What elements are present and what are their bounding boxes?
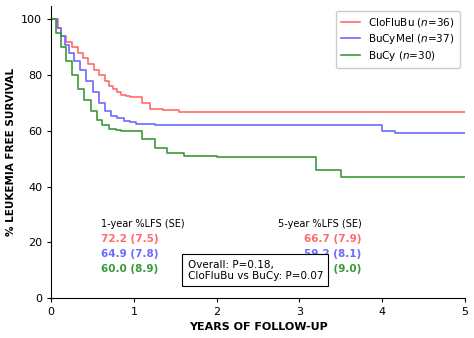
Text: 5-year %LFS (SE): 5-year %LFS (SE) — [278, 219, 362, 228]
Legend: CloFluBu ($n$=36), BuCyMel ($n$=37), BuCy ($n$=30): CloFluBu ($n$=36), BuCyMel ($n$=37), BuC… — [336, 11, 460, 68]
Text: 64.9 (7.8): 64.9 (7.8) — [101, 249, 158, 259]
Y-axis label: % LEUKEMIA FREE SURVIVAL: % LEUKEMIA FREE SURVIVAL — [6, 68, 16, 236]
X-axis label: YEARS OF FOLLOW-UP: YEARS OF FOLLOW-UP — [189, 322, 328, 333]
Text: 60.0 (8.9): 60.0 (8.9) — [101, 264, 158, 274]
Text: 72.2 (7.5): 72.2 (7.5) — [101, 234, 158, 244]
Text: 43.3 (9.0): 43.3 (9.0) — [304, 264, 362, 274]
Text: Overall: P=0.18,
CloFluBu vs BuCy: P=0.07: Overall: P=0.18, CloFluBu vs BuCy: P=0.0… — [188, 260, 323, 281]
Text: 1-year %LFS (SE): 1-year %LFS (SE) — [101, 219, 184, 228]
Text: 66.7 (7.9): 66.7 (7.9) — [304, 234, 362, 244]
Text: 59.2 (8.1): 59.2 (8.1) — [304, 249, 362, 259]
